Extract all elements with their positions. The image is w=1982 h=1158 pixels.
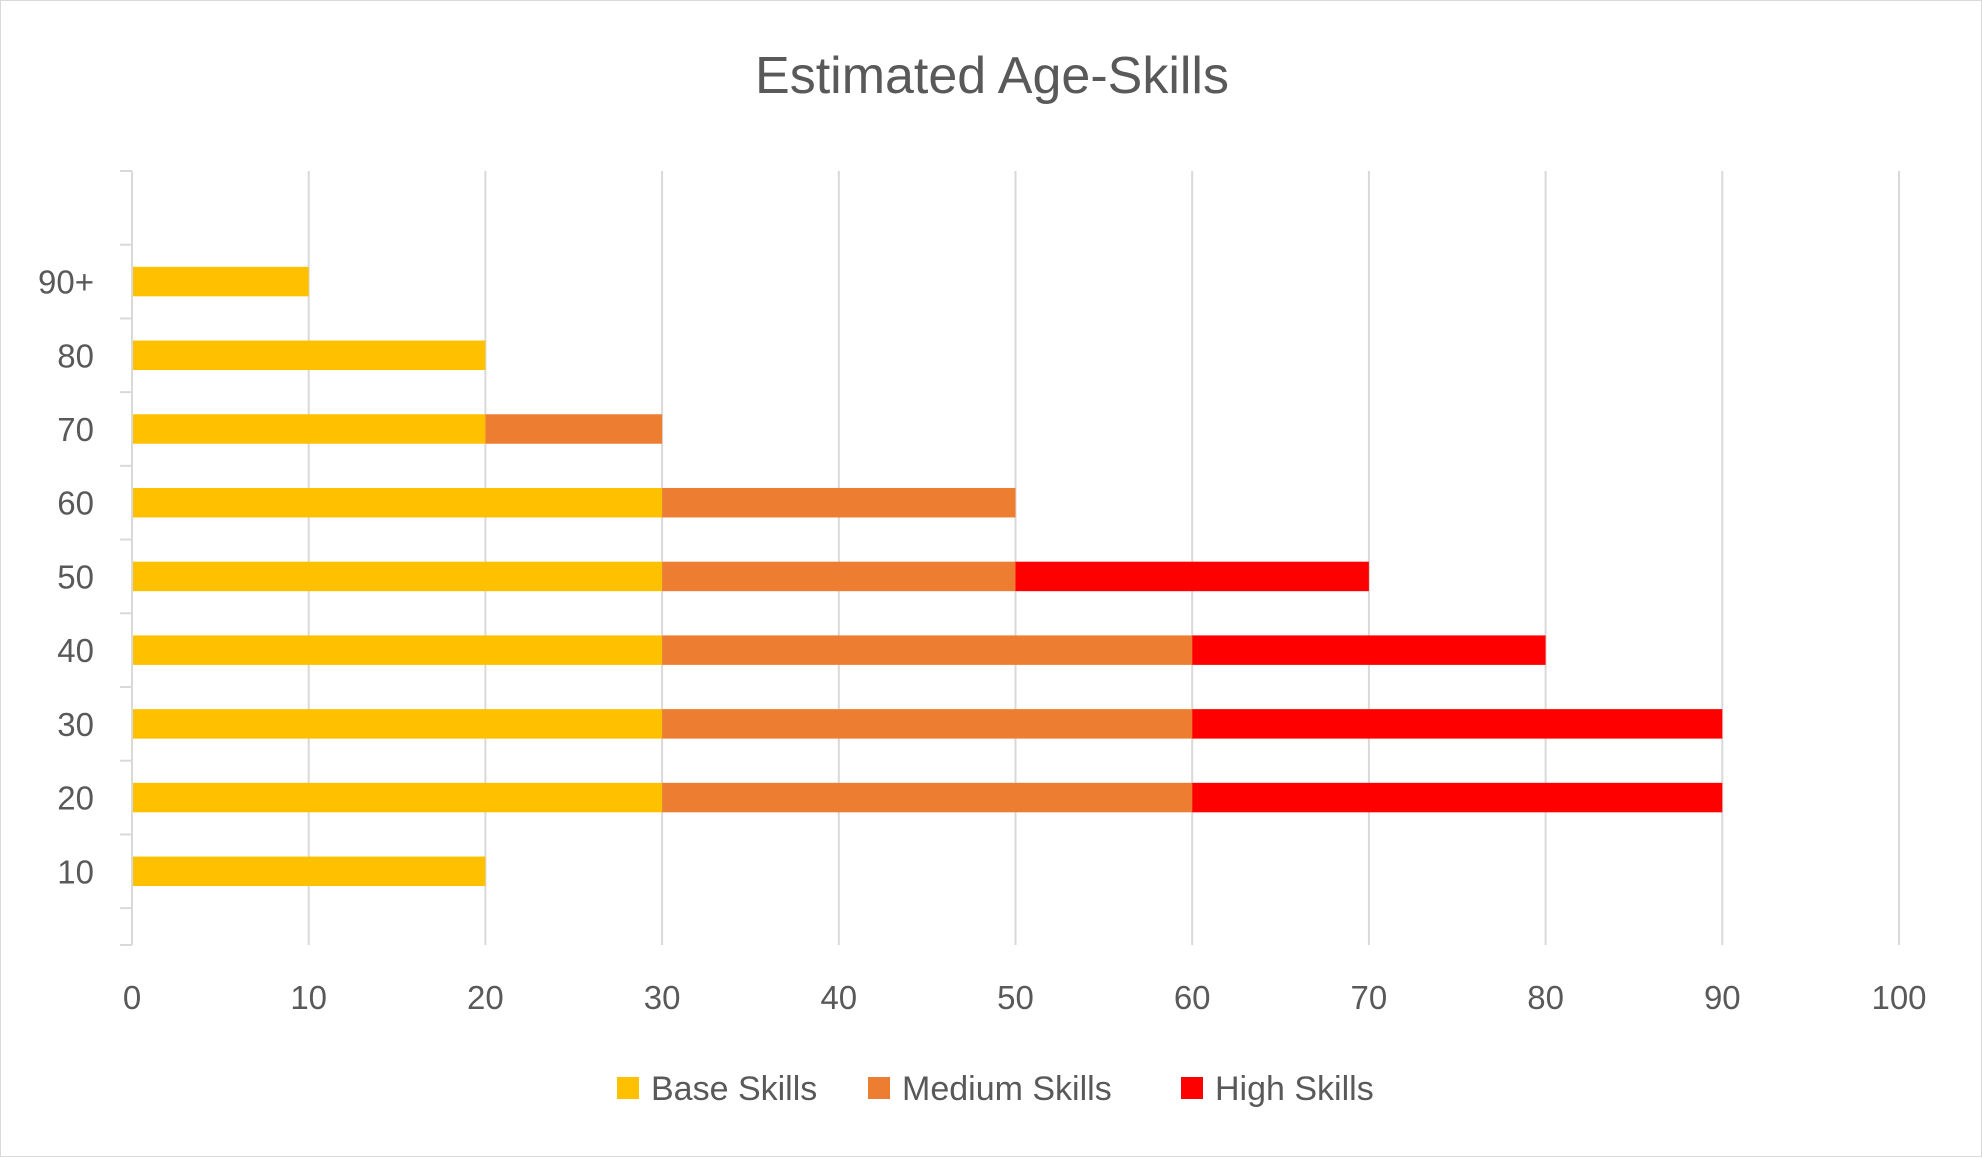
y-tick-labels: 10 20 30 40 50 60 70 80 90+ xyxy=(38,264,94,891)
bar-segment xyxy=(132,266,309,297)
y-tick-label: 30 xyxy=(57,706,94,743)
bar-segment xyxy=(1192,709,1723,739)
legend-swatch xyxy=(617,1077,639,1099)
x-tick-label: 70 xyxy=(1351,979,1388,1016)
legend-swatch xyxy=(1181,1077,1203,1099)
x-tick-label: 60 xyxy=(1174,979,1211,1016)
bars xyxy=(132,266,1723,887)
bar-segment xyxy=(132,856,486,887)
bar-segment xyxy=(1192,635,1546,665)
x-tick-label: 0 xyxy=(123,979,141,1016)
x-tick-label: 100 xyxy=(1871,979,1926,1016)
y-tick-label: 50 xyxy=(57,558,94,595)
x-tick-label: 20 xyxy=(467,979,504,1016)
bar-segment xyxy=(1192,782,1723,813)
y-tick-label: 20 xyxy=(57,780,94,817)
bar-segment xyxy=(132,340,486,371)
x-tick-labels: 0 10 20 30 40 50 60 70 80 90 100 xyxy=(123,979,1927,1016)
bar-segment xyxy=(132,709,663,739)
chart-title: Estimated Age-Skills xyxy=(755,47,1229,105)
x-tick-label: 10 xyxy=(290,979,327,1016)
x-tick-label: 30 xyxy=(644,979,681,1016)
bar-segment xyxy=(662,561,1016,592)
bar-segment xyxy=(1015,561,1369,592)
x-tick-label: 40 xyxy=(820,979,857,1016)
legend-item: High Skills xyxy=(1181,1070,1374,1108)
legend: Base Skills Medium Skills High Skills xyxy=(617,1070,1374,1108)
y-tick-label: 60 xyxy=(57,485,94,522)
bar-segment xyxy=(662,635,1193,665)
y-tick-label: 90+ xyxy=(38,264,94,301)
legend-label: Medium Skills xyxy=(902,1070,1112,1108)
bar-segment xyxy=(132,561,663,592)
x-tick-label: 80 xyxy=(1527,979,1564,1016)
y-tick-label: 10 xyxy=(57,853,94,890)
legend-swatch xyxy=(868,1077,890,1099)
legend-item: Medium Skills xyxy=(868,1070,1112,1108)
bar-segment xyxy=(485,414,663,444)
bar-segment xyxy=(132,414,486,444)
bar-segment xyxy=(662,487,1016,518)
bar-segment xyxy=(132,782,663,813)
bar-segment xyxy=(132,487,663,518)
y-tick-label: 80 xyxy=(57,337,94,374)
axes xyxy=(120,170,133,946)
y-tick-label: 40 xyxy=(57,632,94,669)
gridlines xyxy=(307,171,1900,945)
y-tick-label: 70 xyxy=(57,411,94,448)
x-tick-label: 90 xyxy=(1704,979,1741,1016)
legend-label: High Skills xyxy=(1215,1070,1374,1108)
x-tick-label: 50 xyxy=(997,979,1034,1016)
bar-segment xyxy=(662,782,1193,813)
legend-label: Base Skills xyxy=(651,1070,817,1108)
bar-segment xyxy=(132,635,663,665)
legend-item: Base Skills xyxy=(617,1070,817,1108)
bar-segment xyxy=(662,709,1193,739)
